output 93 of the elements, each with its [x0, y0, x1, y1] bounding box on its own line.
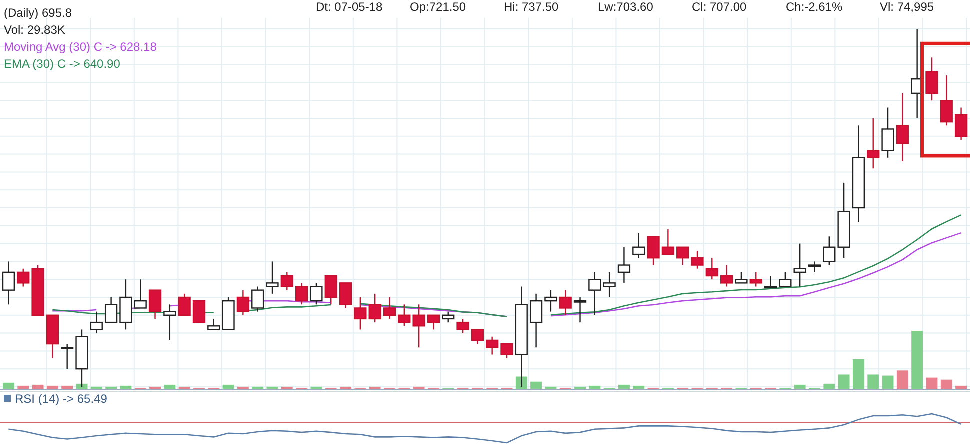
candlestick — [339, 282, 352, 309]
text: EMA (30) C -> 640.90 — [4, 57, 121, 71]
candlestick — [530, 293, 543, 348]
candlestick — [926, 57, 938, 102]
candlestick — [647, 236, 660, 266]
bar — [956, 386, 967, 389]
bar — [46, 386, 58, 389]
candlestick — [134, 279, 147, 309]
candlestick — [618, 246, 631, 284]
candlestick — [750, 272, 762, 288]
bar — [882, 376, 894, 389]
candlestick — [412, 304, 426, 348]
bar — [794, 384, 806, 389]
candlestick — [676, 246, 690, 266]
candlestick — [208, 318, 220, 330]
candlestick — [368, 293, 382, 324]
candlestick — [2, 261, 16, 306]
candlestick — [164, 304, 176, 342]
bar — [3, 382, 14, 389]
bar — [912, 331, 924, 389]
bar — [516, 376, 528, 389]
candlestick — [940, 74, 953, 126]
candlestick — [456, 318, 470, 334]
bar — [120, 386, 132, 389]
candlestick — [324, 275, 338, 306]
candlestick — [720, 264, 734, 288]
bar — [32, 384, 44, 389]
bar — [868, 374, 880, 389]
candlestick — [779, 272, 792, 288]
text: Dt: 07-05-18 — [316, 0, 384, 14]
candlestick — [17, 268, 30, 288]
candlestick — [808, 261, 822, 274]
candlestick — [148, 290, 162, 320]
candlestick — [427, 314, 440, 330]
bar — [896, 370, 908, 389]
candlestick — [252, 286, 264, 312]
bar — [18, 386, 30, 389]
candlestick — [442, 311, 455, 324]
candlestick — [296, 282, 308, 306]
candlestick — [310, 282, 323, 306]
candlestick — [823, 236, 836, 266]
candlestick — [486, 336, 499, 356]
text: Ch:-2.61% — [786, 0, 844, 14]
bar — [940, 380, 952, 389]
bar — [530, 382, 542, 389]
candlestick — [632, 232, 646, 259]
candlestick — [764, 275, 778, 289]
annotation: Vol: 29.83K — [4, 23, 66, 37]
text: Moving Avg (30) C -> 628.18 — [4, 40, 158, 54]
candlestick — [867, 118, 880, 170]
candlestick — [794, 243, 806, 288]
candlestick — [954, 107, 968, 141]
candlestick — [192, 300, 206, 324]
chart-title: (Daily) 695.8 — [4, 6, 72, 20]
candlestick — [882, 107, 894, 158]
bar — [618, 384, 630, 389]
candlestick — [266, 261, 279, 295]
candlestick — [603, 272, 616, 298]
candlestick — [544, 290, 558, 312]
candlestick — [471, 329, 484, 345]
candlestick — [588, 272, 602, 316]
bar — [62, 386, 74, 389]
candlestick — [280, 272, 294, 291]
candlestick — [104, 296, 118, 324]
bar — [838, 374, 850, 389]
candlestick — [691, 250, 704, 270]
text: Op:721.50 — [410, 0, 466, 14]
candlestick — [500, 343, 514, 359]
text: Hi: 737.50 — [504, 0, 560, 14]
candlestick — [706, 258, 718, 280]
candlestick — [236, 290, 250, 316]
text: Lw:703.60 — [598, 0, 654, 14]
bar — [852, 359, 864, 389]
candlestick — [90, 311, 103, 334]
candlestick — [383, 296, 396, 320]
bar — [589, 386, 601, 389]
candlestick — [559, 290, 572, 316]
text: Vl: 74,995 — [880, 0, 934, 14]
candlestick — [896, 92, 909, 162]
candlestick — [398, 304, 411, 327]
candlestick — [662, 228, 674, 256]
candlestick — [735, 272, 748, 284]
candlestick — [354, 296, 367, 330]
candlestick — [178, 293, 191, 316]
bar — [824, 384, 836, 389]
bar — [926, 378, 938, 389]
candlestick — [61, 343, 74, 370]
candlestick — [574, 296, 587, 324]
legend-label: RSI (14) -> 65.49 — [15, 392, 108, 406]
bar — [633, 386, 645, 389]
bar — [222, 384, 234, 389]
bar — [164, 384, 176, 389]
text: Cl: 707.00 — [692, 0, 748, 14]
